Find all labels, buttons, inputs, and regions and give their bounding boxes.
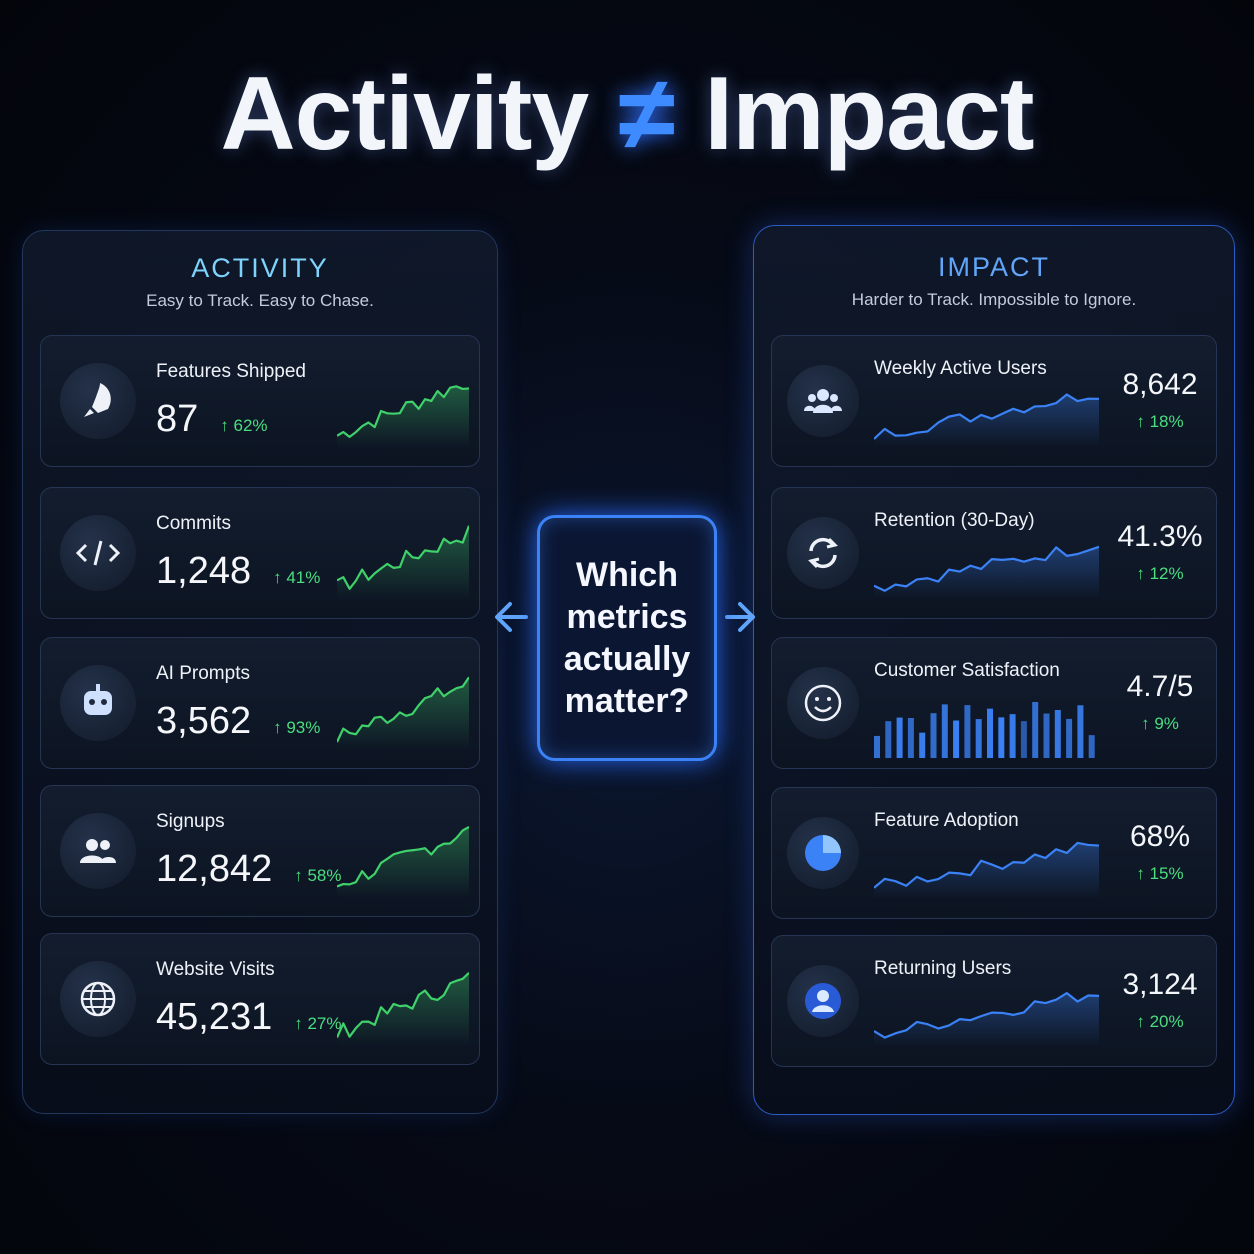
metric-label: Commits bbox=[156, 513, 231, 534]
metric-value: 8,642 bbox=[1122, 368, 1198, 401]
metric-change: ↑ 62% bbox=[220, 416, 268, 435]
sparkline bbox=[335, 970, 470, 1051]
metric-label: Signups bbox=[156, 811, 225, 832]
metric-value: 12,842 bbox=[156, 848, 273, 890]
icon-glyph bbox=[84, 383, 111, 417]
metric-change: ↑ 93% bbox=[273, 718, 321, 737]
metric-change: ↑ 12% bbox=[1136, 564, 1184, 583]
metric-change: ↑ 15% bbox=[1136, 864, 1184, 883]
title-right: Impact bbox=[704, 56, 1034, 172]
metric-change: ↑ 58% bbox=[294, 866, 342, 885]
sparkline-svg bbox=[336, 525, 471, 600]
metric-change: ↑ 41% bbox=[273, 568, 321, 587]
metric-label: Website Visits bbox=[156, 959, 275, 980]
metric-value: 45,231 bbox=[156, 996, 273, 1038]
sparkline-svg bbox=[874, 701, 1095, 758]
question-box: Which metrics actually matter? bbox=[537, 515, 717, 761]
metric-change: ↑ 18% bbox=[1136, 412, 1184, 431]
sparkline bbox=[873, 838, 1100, 903]
icon-glyph bbox=[80, 981, 116, 1017]
icon-glyph bbox=[75, 540, 121, 566]
icon bbox=[787, 667, 859, 739]
sparkline-svg bbox=[873, 393, 1100, 446]
icon-glyph bbox=[804, 389, 842, 413]
metric-value: 4.7/5 bbox=[1126, 670, 1194, 703]
metric-row: 12,842 ↑ 58% bbox=[156, 848, 341, 891]
question: Which metrics actually matter? bbox=[563, 556, 691, 720]
icon-glyph bbox=[808, 537, 838, 569]
title-left: Activity bbox=[220, 56, 590, 172]
sparkline bbox=[873, 986, 1100, 1051]
icon bbox=[787, 517, 859, 589]
sparkline-svg bbox=[873, 991, 1100, 1046]
metric-card: AI Prompts 3,562 ↑ 93% bbox=[40, 637, 480, 769]
sparkline bbox=[873, 386, 1100, 451]
metric-card: Signups 12,842 ↑ 58% bbox=[40, 785, 480, 917]
icon bbox=[787, 365, 859, 437]
metric-card: Customer Satisfaction 4.7/5 ↑ 9% bbox=[771, 637, 1217, 769]
sparkline bbox=[873, 538, 1100, 603]
icon bbox=[787, 817, 859, 889]
metric-card: Features Shipped 87 ↑ 62% bbox=[40, 335, 480, 467]
metric-label: Customer Satisfaction bbox=[874, 660, 1060, 681]
icon bbox=[60, 813, 136, 889]
sparkline-svg bbox=[336, 385, 470, 448]
metric-label: Weekly Active Users bbox=[874, 358, 1047, 379]
icon bbox=[787, 965, 859, 1037]
icon-glyph bbox=[804, 684, 842, 722]
metric-card: Retention (30-Day) 41.3% ↑ 12% bbox=[771, 487, 1217, 619]
metric-row: 45,231 ↑ 27% bbox=[156, 996, 341, 1039]
metric-change: ↑ 20% bbox=[1136, 1012, 1184, 1031]
icon bbox=[60, 961, 136, 1037]
sparkline-svg bbox=[336, 825, 470, 898]
metric-card: Returning Users 3,124 ↑ 20% bbox=[771, 935, 1217, 1067]
panel-heading: IMPACT bbox=[938, 252, 1050, 282]
metric-card: Commits 1,248 ↑ 41% bbox=[40, 487, 480, 619]
metric-value: 3,124 bbox=[1122, 968, 1198, 1001]
metric-label: Feature Adoption bbox=[874, 810, 1019, 831]
metric-card: Weekly Active Users 8,642 ↑ 18% bbox=[771, 335, 1217, 467]
icon-glyph bbox=[805, 983, 841, 1019]
panel-heading: ACTIVITY bbox=[191, 253, 329, 283]
panel-subheading: Harder to Track. Impossible to Ignore. bbox=[851, 290, 1137, 309]
metric-row: 87 ↑ 62% bbox=[156, 398, 268, 441]
sparkline bbox=[336, 372, 470, 453]
title-symbol: ≠ bbox=[618, 56, 675, 172]
metric-row: 1,248 ↑ 41% bbox=[156, 550, 320, 593]
icon-glyph bbox=[84, 684, 112, 715]
sparkline-svg bbox=[873, 841, 1100, 898]
sparkline bbox=[336, 674, 470, 755]
sparkline-svg bbox=[336, 676, 470, 750]
metric-change: ↑ 9% bbox=[1141, 714, 1179, 733]
sparkline bbox=[336, 524, 471, 605]
sparkline-svg bbox=[335, 971, 470, 1046]
icon bbox=[60, 363, 136, 439]
metric-card: Feature Adoption 68% ↑ 15% bbox=[771, 787, 1217, 919]
metric-row: 3,562 ↑ 93% bbox=[156, 700, 320, 743]
metric-label: Returning Users bbox=[874, 958, 1012, 979]
arrows bbox=[495, 602, 755, 632]
metric-label: Retention (30-Day) bbox=[874, 510, 1035, 531]
metric-label: AI Prompts bbox=[156, 663, 250, 684]
metric-change: ↑ 27% bbox=[294, 1014, 342, 1033]
sparkline bbox=[336, 822, 470, 903]
metric-value: 68% bbox=[1129, 820, 1191, 853]
icon bbox=[60, 665, 136, 741]
metric-value: 1,248 bbox=[156, 550, 252, 592]
icon-glyph bbox=[80, 839, 116, 863]
icon-glyph bbox=[805, 835, 841, 871]
sparkline-svg bbox=[873, 545, 1100, 598]
panel-subheading: Easy to Track. Easy to Chase. bbox=[146, 291, 374, 310]
metric-card: Website Visits 45,231 ↑ 27% bbox=[40, 933, 480, 1065]
metric-label: Features Shipped bbox=[156, 361, 306, 382]
metric-value: 87 bbox=[156, 398, 199, 440]
title: Activity ≠ Impact bbox=[0, 55, 1254, 174]
bar-sparkline bbox=[874, 698, 1099, 763]
metric-value: 3,562 bbox=[156, 700, 252, 742]
metric-value: 41.3% bbox=[1117, 520, 1203, 553]
icon bbox=[60, 515, 136, 591]
